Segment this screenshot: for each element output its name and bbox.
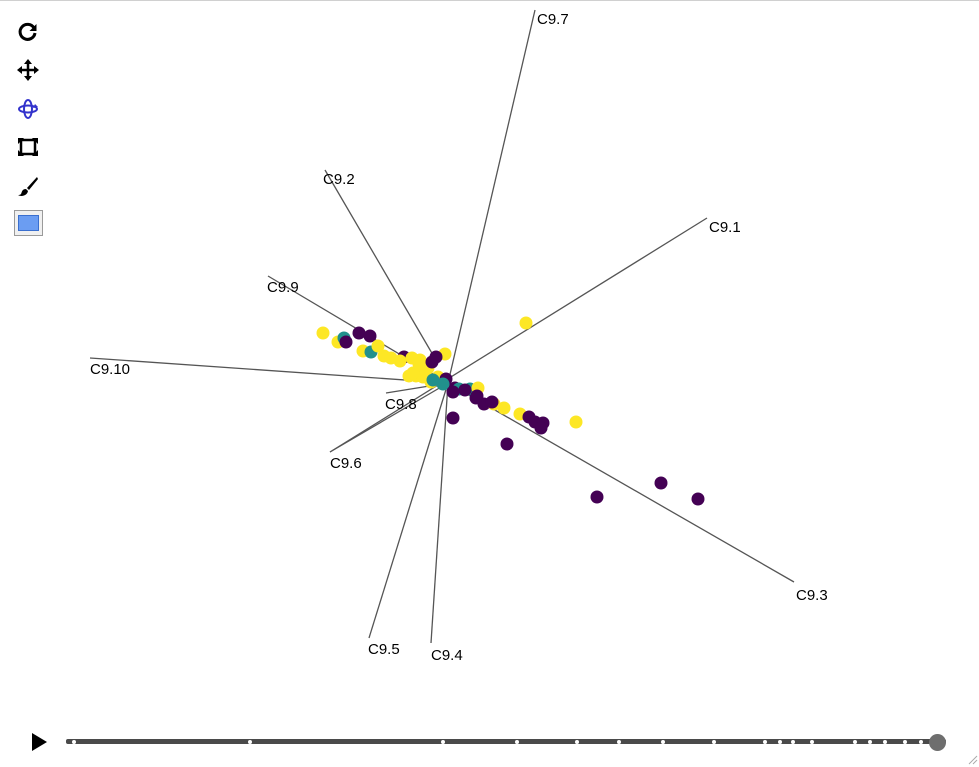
axis-line [329,217,708,453]
data-point[interactable] [469,391,483,405]
axis-label: C9.7 [537,11,569,28]
reset-icon [18,22,37,41]
data-point[interactable] [500,437,514,451]
data-point[interactable] [352,326,366,340]
axis-labels-layer: C9.1 C9.2 C9.3 C9.4 C9.5 C9.6 C9.7 C9.8 C9.9 C9.1… [90,11,828,664]
axis-label: C9.4 [431,647,463,664]
timeline-tick [791,740,795,744]
data-point[interactable] [497,401,511,415]
axis-line [447,382,795,583]
timeline-tick [575,740,579,744]
data-point[interactable] [446,385,460,399]
animation-player [0,720,979,767]
data-point[interactable] [485,395,499,409]
timeline-tick [883,740,887,744]
axis-line [324,169,434,356]
axes-layer [89,9,795,644]
axis-line [89,357,449,384]
axis-label: C9.6 [330,455,362,472]
axis-line [447,9,536,384]
axis-label: C9.3 [796,587,828,604]
timeline-tick [712,740,716,744]
timeline-tick [919,740,923,744]
selection-color-button[interactable] [14,210,43,236]
scatter-plot[interactable]: C9.1 C9.2 C9.3 C9.4 C9.5 C9.6 C9.7 C9.8 C9.9 C9.1… [0,0,979,720]
data-point[interactable] [691,492,705,506]
data-point[interactable] [534,421,548,435]
rotate-icon [18,99,38,119]
data-point[interactable] [569,415,583,429]
axis-label: C9.8 [385,396,417,413]
top-border [0,0,979,1]
timeline-tick [661,740,665,744]
play-button[interactable] [28,731,50,753]
data-point[interactable] [339,335,353,349]
timeline-tick [248,740,252,744]
data-point[interactable] [590,490,604,504]
timeline-slider[interactable] [66,739,946,744]
data-point[interactable] [384,351,398,365]
axis-label: C9.10 [90,361,130,378]
pan-button[interactable] [14,56,42,84]
rotate-button[interactable] [14,95,42,123]
data-point[interactable] [412,357,426,371]
data-point[interactable] [363,329,377,343]
timeline-tick [868,740,872,744]
axis-line [368,382,449,639]
axis-label: C9.2 [323,171,355,188]
selection-color-icon [18,215,39,231]
timeline-tick [810,740,814,744]
timeline-tick [903,740,907,744]
zoom-box-icon [18,138,38,156]
zoom-box-button[interactable] [14,133,42,161]
timeline-tick [853,740,857,744]
timeline-handle[interactable] [929,734,946,751]
data-point[interactable] [436,377,450,391]
timeline-tick [617,740,621,744]
data-point[interactable] [446,411,460,425]
play-icon [32,733,47,751]
pan-icon [17,59,39,81]
resize-grip-icon[interactable] [966,753,978,765]
brush-button[interactable] [14,172,42,200]
data-point[interactable] [654,476,668,490]
timeline-tick [72,740,76,744]
data-point[interactable] [371,339,385,353]
data-point[interactable] [426,373,440,387]
data-point[interactable] [316,326,330,340]
axis-label: C9.1 [709,219,741,236]
data-point[interactable] [429,350,443,364]
brush-icon [18,177,38,196]
timeline-tick [763,740,767,744]
data-point[interactable] [519,316,533,330]
timeline-tick [778,740,782,744]
axis-line [430,382,449,644]
axis-label: C9.5 [368,641,400,658]
axis-label: C9.9 [267,279,299,296]
points-layer [316,316,705,506]
timeline-tick [515,740,519,744]
reset-button[interactable] [14,18,42,46]
axis-line [329,382,449,453]
data-point[interactable] [458,383,472,397]
timeline-tick [441,740,445,744]
